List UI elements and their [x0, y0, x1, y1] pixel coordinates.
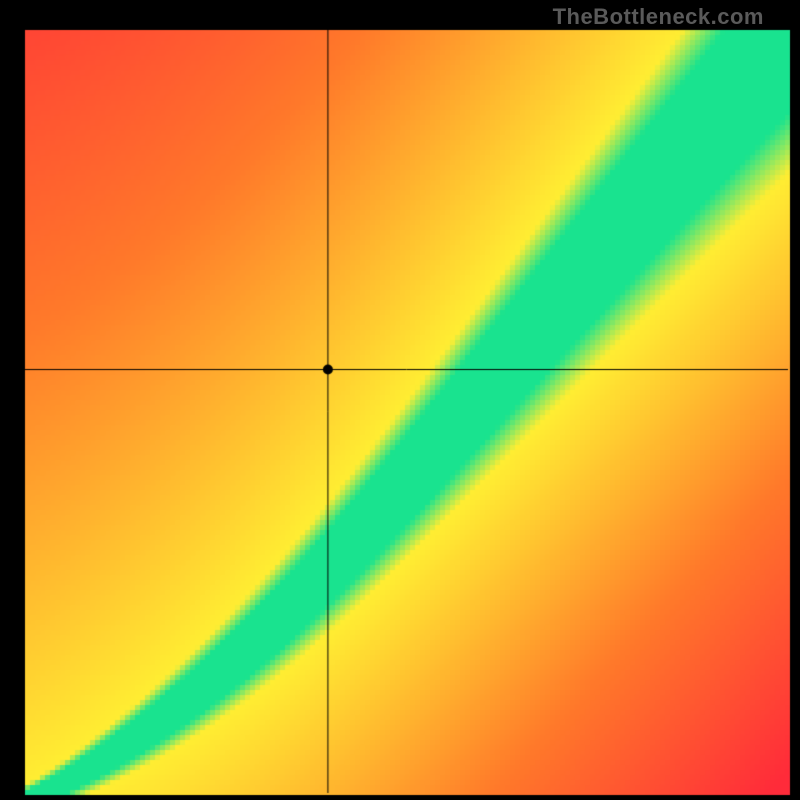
watermark-text: TheBottleneck.com — [553, 4, 764, 30]
chart-container: TheBottleneck.com — [0, 0, 800, 800]
bottleneck-heatmap — [0, 0, 800, 800]
